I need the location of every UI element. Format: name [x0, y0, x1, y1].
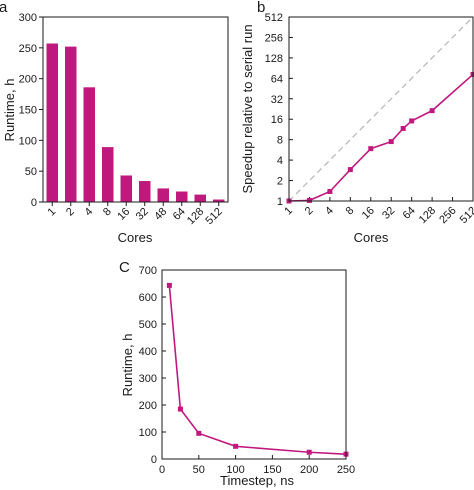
x-tick-label: 0	[159, 464, 165, 476]
y-tick-label: 600	[139, 292, 157, 304]
x-tick-label: 16	[360, 205, 377, 222]
speedup-point	[368, 146, 374, 152]
panel-c-letter: C	[119, 259, 130, 276]
panel-b-xlabel: Cores	[354, 230, 389, 245]
panel-a-bars	[46, 43, 225, 203]
speedup-point	[306, 197, 312, 203]
panel-c-frame	[161, 269, 347, 460]
y-tick-label: 4	[277, 155, 283, 167]
panel-c-ylabel: Runtime, h	[120, 334, 135, 397]
y-tick-label: 16	[271, 114, 283, 126]
x-tick-label: 50	[193, 464, 205, 476]
panel-c-timestep-chart: C 0 50 100 150 200 2500100200300400500600700 …	[119, 259, 355, 488]
panel-a-letter: a	[0, 0, 8, 16]
x-tick-label: 100	[226, 464, 244, 476]
bar-4-cores	[83, 87, 95, 202]
bar-512-cores	[213, 199, 225, 202]
x-tick-label: 8	[344, 205, 357, 218]
y-tick-label: 300	[19, 12, 37, 24]
y-tick-label: 200	[19, 74, 37, 86]
bar-48-cores	[157, 188, 169, 202]
panel-c-xlabel: Timestep, ns	[220, 473, 294, 488]
y-tick-label: 100	[139, 427, 157, 439]
y-tick-label: 200	[139, 400, 157, 412]
x-tick-label: 150	[263, 464, 281, 476]
runtime-point	[177, 406, 183, 412]
x-tick-label: 128	[185, 206, 206, 227]
panel-b-ylabel: Speedup relative to serial run	[240, 24, 255, 193]
x-tick-label: 64	[401, 205, 418, 222]
bar-16-cores	[120, 175, 132, 202]
runtime-point	[196, 430, 202, 436]
bar-1-cores	[46, 43, 58, 203]
panel-c-plot	[166, 282, 349, 457]
panel-a-xlabel: Cores	[118, 230, 153, 245]
panel-b-frame	[288, 16, 474, 202]
bar-2-cores	[65, 46, 77, 202]
x-tick-label: 16	[115, 206, 132, 223]
panel-a-frame	[42, 16, 229, 203]
y-tick-label: 0	[31, 197, 37, 209]
x-tick-label: 2	[303, 205, 316, 218]
y-tick-label: 1	[277, 196, 283, 208]
ideal-speedup-diagonal	[288, 16, 474, 202]
y-tick-label: 64	[271, 73, 283, 85]
x-tick-label: 8	[101, 206, 114, 219]
y-tick-label: 400	[139, 346, 157, 358]
speedup-series-line	[288, 73, 474, 202]
x-tick-label: 32	[134, 206, 151, 223]
speedup-point	[388, 139, 394, 145]
x-tick-label: 256	[437, 205, 458, 226]
runtime-point	[233, 443, 239, 449]
x-tick-label: 1	[46, 206, 59, 219]
panel-c-ticks: 0 50 100 150 200 250 0 100 200 300 400 500 600 700	[139, 265, 356, 476]
speedup-point	[327, 189, 333, 195]
y-tick-label: 8	[277, 135, 283, 147]
y-tick-label: 700	[139, 265, 157, 277]
bar-128-cores	[194, 194, 206, 202]
y-tick-label: 50	[25, 166, 37, 178]
x-tick-label: 512	[458, 205, 474, 226]
y-tick-label: 256	[265, 32, 283, 44]
x-tick-label: 4	[323, 205, 336, 218]
runtime-series-line	[168, 285, 347, 455]
bar-32-cores	[139, 181, 151, 202]
x-tick-label: 4	[83, 206, 96, 219]
runtime-point	[166, 282, 172, 288]
runtime-point	[306, 449, 312, 455]
x-tick-label: 128	[417, 205, 438, 226]
x-tick-label: 512	[203, 206, 224, 227]
bar-8-cores	[102, 147, 114, 202]
x-tick-label: 200	[300, 464, 318, 476]
y-tick-label: 32	[271, 94, 283, 106]
x-tick-label: 2	[64, 206, 77, 219]
x-tick-label: 1	[282, 205, 295, 218]
y-tick-label: 250	[19, 43, 37, 55]
y-tick-label: 100	[19, 135, 37, 147]
panel-b-letter: b	[257, 0, 265, 16]
y-tick-label: 2	[277, 176, 283, 188]
panel-a-ylabel: Runtime, h	[2, 79, 17, 142]
panel-b-speedup-chart: b 1 2 4 8 16 32 641282565121248163264128256512…	[240, 0, 474, 245]
y-tick-label: 150	[19, 105, 37, 117]
bar-64-cores	[176, 191, 188, 202]
x-tick-label: 32	[380, 205, 397, 222]
speedup-point	[347, 167, 353, 173]
panel-b-plot	[286, 16, 474, 204]
speedup-point	[429, 108, 435, 114]
y-tick-label: 500	[139, 319, 157, 331]
y-tick-label: 0	[151, 454, 157, 466]
y-tick-label: 128	[265, 53, 283, 65]
speedup-point	[470, 71, 474, 77]
speedup-point	[400, 125, 406, 131]
x-tick-label: 48	[152, 206, 169, 223]
speedup-point	[409, 118, 415, 124]
y-tick-label: 512	[265, 12, 283, 24]
y-tick-label: 300	[139, 373, 157, 385]
x-tick-label: 250	[337, 464, 355, 476]
